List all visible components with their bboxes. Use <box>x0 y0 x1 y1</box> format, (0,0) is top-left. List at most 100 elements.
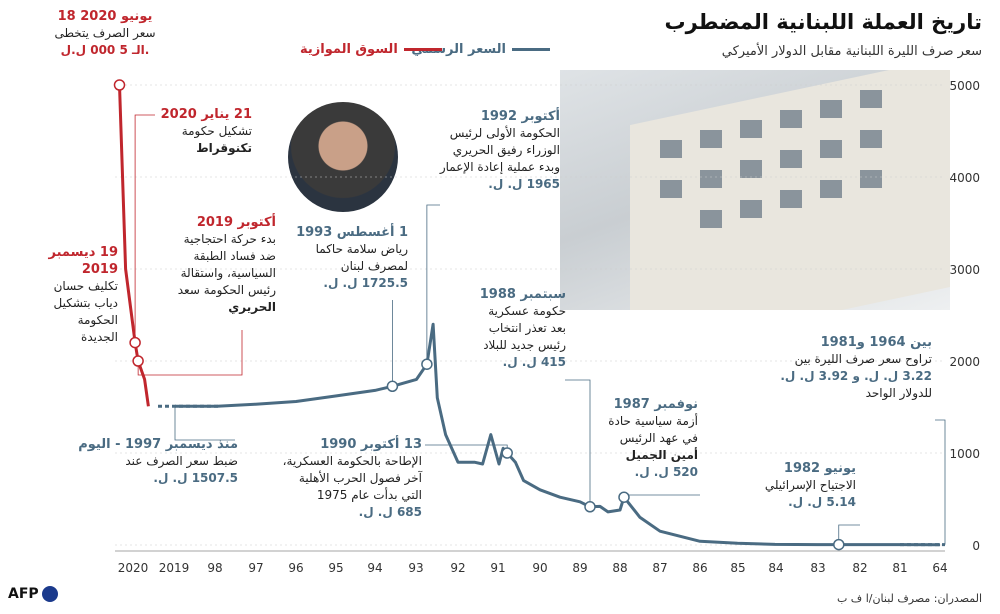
annotation-dec2019-line4: الجديدة <box>81 330 118 344</box>
x-tick-91: 91 <box>490 561 505 575</box>
annotation-oct1992-date: أكتوبر 1992 <box>480 109 560 124</box>
y-tick-1000: 1000 <box>949 447 980 461</box>
x-tick-90: 90 <box>532 561 547 575</box>
leader-1964-1981 <box>935 419 946 545</box>
y-tick-5000: 5000 <box>949 79 980 93</box>
annotation-nov1987-line3: أمين الجميل <box>625 448 698 462</box>
x-tick-86: 86 <box>692 561 707 575</box>
annotation-oct2019: أكتوبر 2019 بدء حركة احتجاجية ضد فساد ال… <box>150 214 276 316</box>
annotation-nov1987: نوفمبر 1987 أزمة سياسية حادة في عهد الرئ… <box>586 396 698 481</box>
annotation-aug1993-line1: رياض سلامة حاكما <box>315 242 408 256</box>
annotation-oct1990-date: 13 أكتوبر 1990 <box>320 437 422 452</box>
marker-aug1993 <box>386 380 399 393</box>
annotation-1964-1981: بين 1964 و1981 تراوح سعر صرف الليرة بين … <box>740 334 932 402</box>
marker-jun2020 <box>113 79 126 91</box>
annotation-oct1992-line3: وبدء عملية إعادة الإعمار <box>439 160 560 174</box>
legend-official: السعر الرسمي <box>411 42 550 57</box>
annotation-jun2020-line2: الـ 5 000 ل.ل. <box>60 43 150 57</box>
chart-legend: السعر الرسمي السوق الموازية <box>300 40 600 62</box>
annotation-jan2020: 21 يناير 2020 تشكيل حكومة تكنوقراط <box>160 106 252 157</box>
leader-oct2019 <box>137 330 243 376</box>
annotation-oct1990-line2: آخر فصول الحرب الأهلية <box>298 471 422 485</box>
annotation-jan2020-date: 21 يناير 2020 <box>160 107 252 122</box>
annotation-jan2020-line2: تكنوقراط <box>196 141 252 155</box>
annotation-nov1987-line2: في عهد الرئيس <box>619 431 698 445</box>
marker-nov1987 <box>618 491 630 503</box>
leader-oct1992 <box>426 204 440 365</box>
annotation-dec2019-line3: الحكومة <box>77 313 118 327</box>
x-tick-97: 97 <box>248 561 263 575</box>
annotation-aug1993-date: 1 أغسطس 1993 <box>296 225 408 240</box>
x-tick-93: 93 <box>408 561 423 575</box>
x-tick-64: 64 <box>932 561 947 575</box>
leader-since1997 <box>174 406 235 441</box>
legend-parallel: السوق الموازية <box>300 42 442 57</box>
x-tick-2020: 2020 <box>118 561 149 575</box>
annotation-aug1993-line2: لمصرف لبنان <box>340 259 408 273</box>
annotation-1964-1981-line3: للدولار الواحد <box>865 386 932 400</box>
annotation-oct2019-line1: بدء حركة احتجاجية <box>183 232 276 246</box>
x-tick-87: 87 <box>652 561 667 575</box>
annotation-nov1987-date: نوفمبر 1987 <box>613 397 698 412</box>
annotation-sep1988-date: سبتمبر 1988 <box>479 287 566 302</box>
riad-salameh-portrait <box>288 102 398 212</box>
annotation-jun2020-line1: سعر الصرف يتخطى <box>54 26 156 40</box>
annotation-jun2020: 18 يونيو 2020 سعر الصرف يتخطى الـ 5 000 … <box>35 8 175 59</box>
annotation-sep1988: سبتمبر 1988 حكومة عسكرية بعد تعذر انتخاب… <box>448 286 566 371</box>
x-tick-83: 83 <box>810 561 825 575</box>
annotation-oct1992-line1: الحكومة الأولى لرئيس <box>449 126 560 140</box>
annotation-dec2019: 19 ديسمبر 2019 تكليف حسان دياب بتشكيل ال… <box>28 244 118 346</box>
sources-note: المصدران: مصرف لبنان/ا ف ب <box>836 592 982 605</box>
annotation-oct1990-line1: الإطاحة بالحكومة العسكرية، <box>282 454 422 468</box>
annotation-dec2019-date: 19 ديسمبر 2019 <box>48 245 118 277</box>
legend-parallel-swatch <box>403 48 442 51</box>
annotation-dec2019-line1: تكليف حسان <box>53 279 118 293</box>
marker-jun1982 <box>833 538 845 551</box>
x-tick-85: 85 <box>730 561 745 575</box>
annotation-jun1982-value: 5.14 ل. ل. <box>788 495 856 509</box>
legend-parallel-label: السوق الموازية <box>300 42 398 57</box>
x-tick-89: 89 <box>572 561 587 575</box>
annotation-1964-1981-line1: تراوح سعر صرف الليرة بين <box>794 352 932 366</box>
marker-sep1988 <box>584 501 596 513</box>
marker-oct1990 <box>501 447 513 459</box>
x-tick-92: 92 <box>450 561 465 575</box>
annotation-since1997-value: 1507.5 ل. ل. <box>153 471 238 485</box>
annotation-jun1982: يونيو 1982 الاجتياح الإسرائيلي 5.14 ل. ل… <box>736 460 856 511</box>
annotation-oct1990: 13 أكتوبر 1990 الإطاحة بالحكومة العسكرية… <box>246 436 422 521</box>
annotation-jun1982-line1: الاجتياح الإسرائيلي <box>764 478 856 492</box>
x-tick-88: 88 <box>612 561 627 575</box>
x-tick-94: 94 <box>367 561 382 575</box>
page-title: تاريخ العملة اللبنانية المضطرب <box>664 10 983 34</box>
annotation-1964-1981-date: بين 1964 و1981 <box>820 335 932 350</box>
legend-official-swatch <box>512 48 550 51</box>
y-tick-2000: 2000 <box>949 355 980 369</box>
annotation-oct2019-date: أكتوبر 2019 <box>196 215 276 230</box>
series-line-parallel <box>118 84 150 407</box>
annotation-nov1987-value: 520 ل. ل. <box>634 465 698 479</box>
leader-jan2020 <box>134 114 155 343</box>
afp-logo-text: AFP <box>8 586 39 602</box>
annotation-since1997: منذ ديسمبر 1997 - اليوم ضبط سعر الصرف عن… <box>58 436 238 487</box>
annotation-nov1987-line1: أزمة سياسية حادة <box>608 414 698 428</box>
marker-dec2019 <box>132 355 144 367</box>
y-tick-0: 0 <box>972 539 980 553</box>
annotation-jun1982-date: يونيو 1982 <box>783 461 856 476</box>
x-tick-96: 96 <box>288 561 303 575</box>
annotation-since1997-date: منذ ديسمبر 1997 - اليوم <box>78 437 238 452</box>
annotation-oct1992-line2: الوزراء رفيق الحريري <box>452 143 560 157</box>
annotation-oct2019-line2: ضد فساد الطبقة <box>193 249 276 263</box>
annotation-oct1990-line3: التي بدأت عام 1975 <box>316 488 422 502</box>
annotation-jan2020-line1: تشكيل حكومة <box>181 124 252 138</box>
central-bank-building-photo <box>560 70 950 310</box>
x-tick-82: 82 <box>852 561 867 575</box>
leader-jun1982 <box>838 524 860 545</box>
annotation-oct2019-line4: رئيس الحكومة سعد <box>177 283 276 297</box>
page-subtitle: سعر صرف الليرة اللبنانية مقابل الدولار ا… <box>721 44 982 59</box>
annotation-sep1988-value: 415 ل. ل. <box>502 355 566 369</box>
afp-logo: AFP <box>8 586 58 602</box>
y-tick-4000: 4000 <box>949 171 980 185</box>
annotation-dec2019-line2: دياب بتشكيل <box>53 296 118 310</box>
afp-logo-icon <box>41 586 58 602</box>
